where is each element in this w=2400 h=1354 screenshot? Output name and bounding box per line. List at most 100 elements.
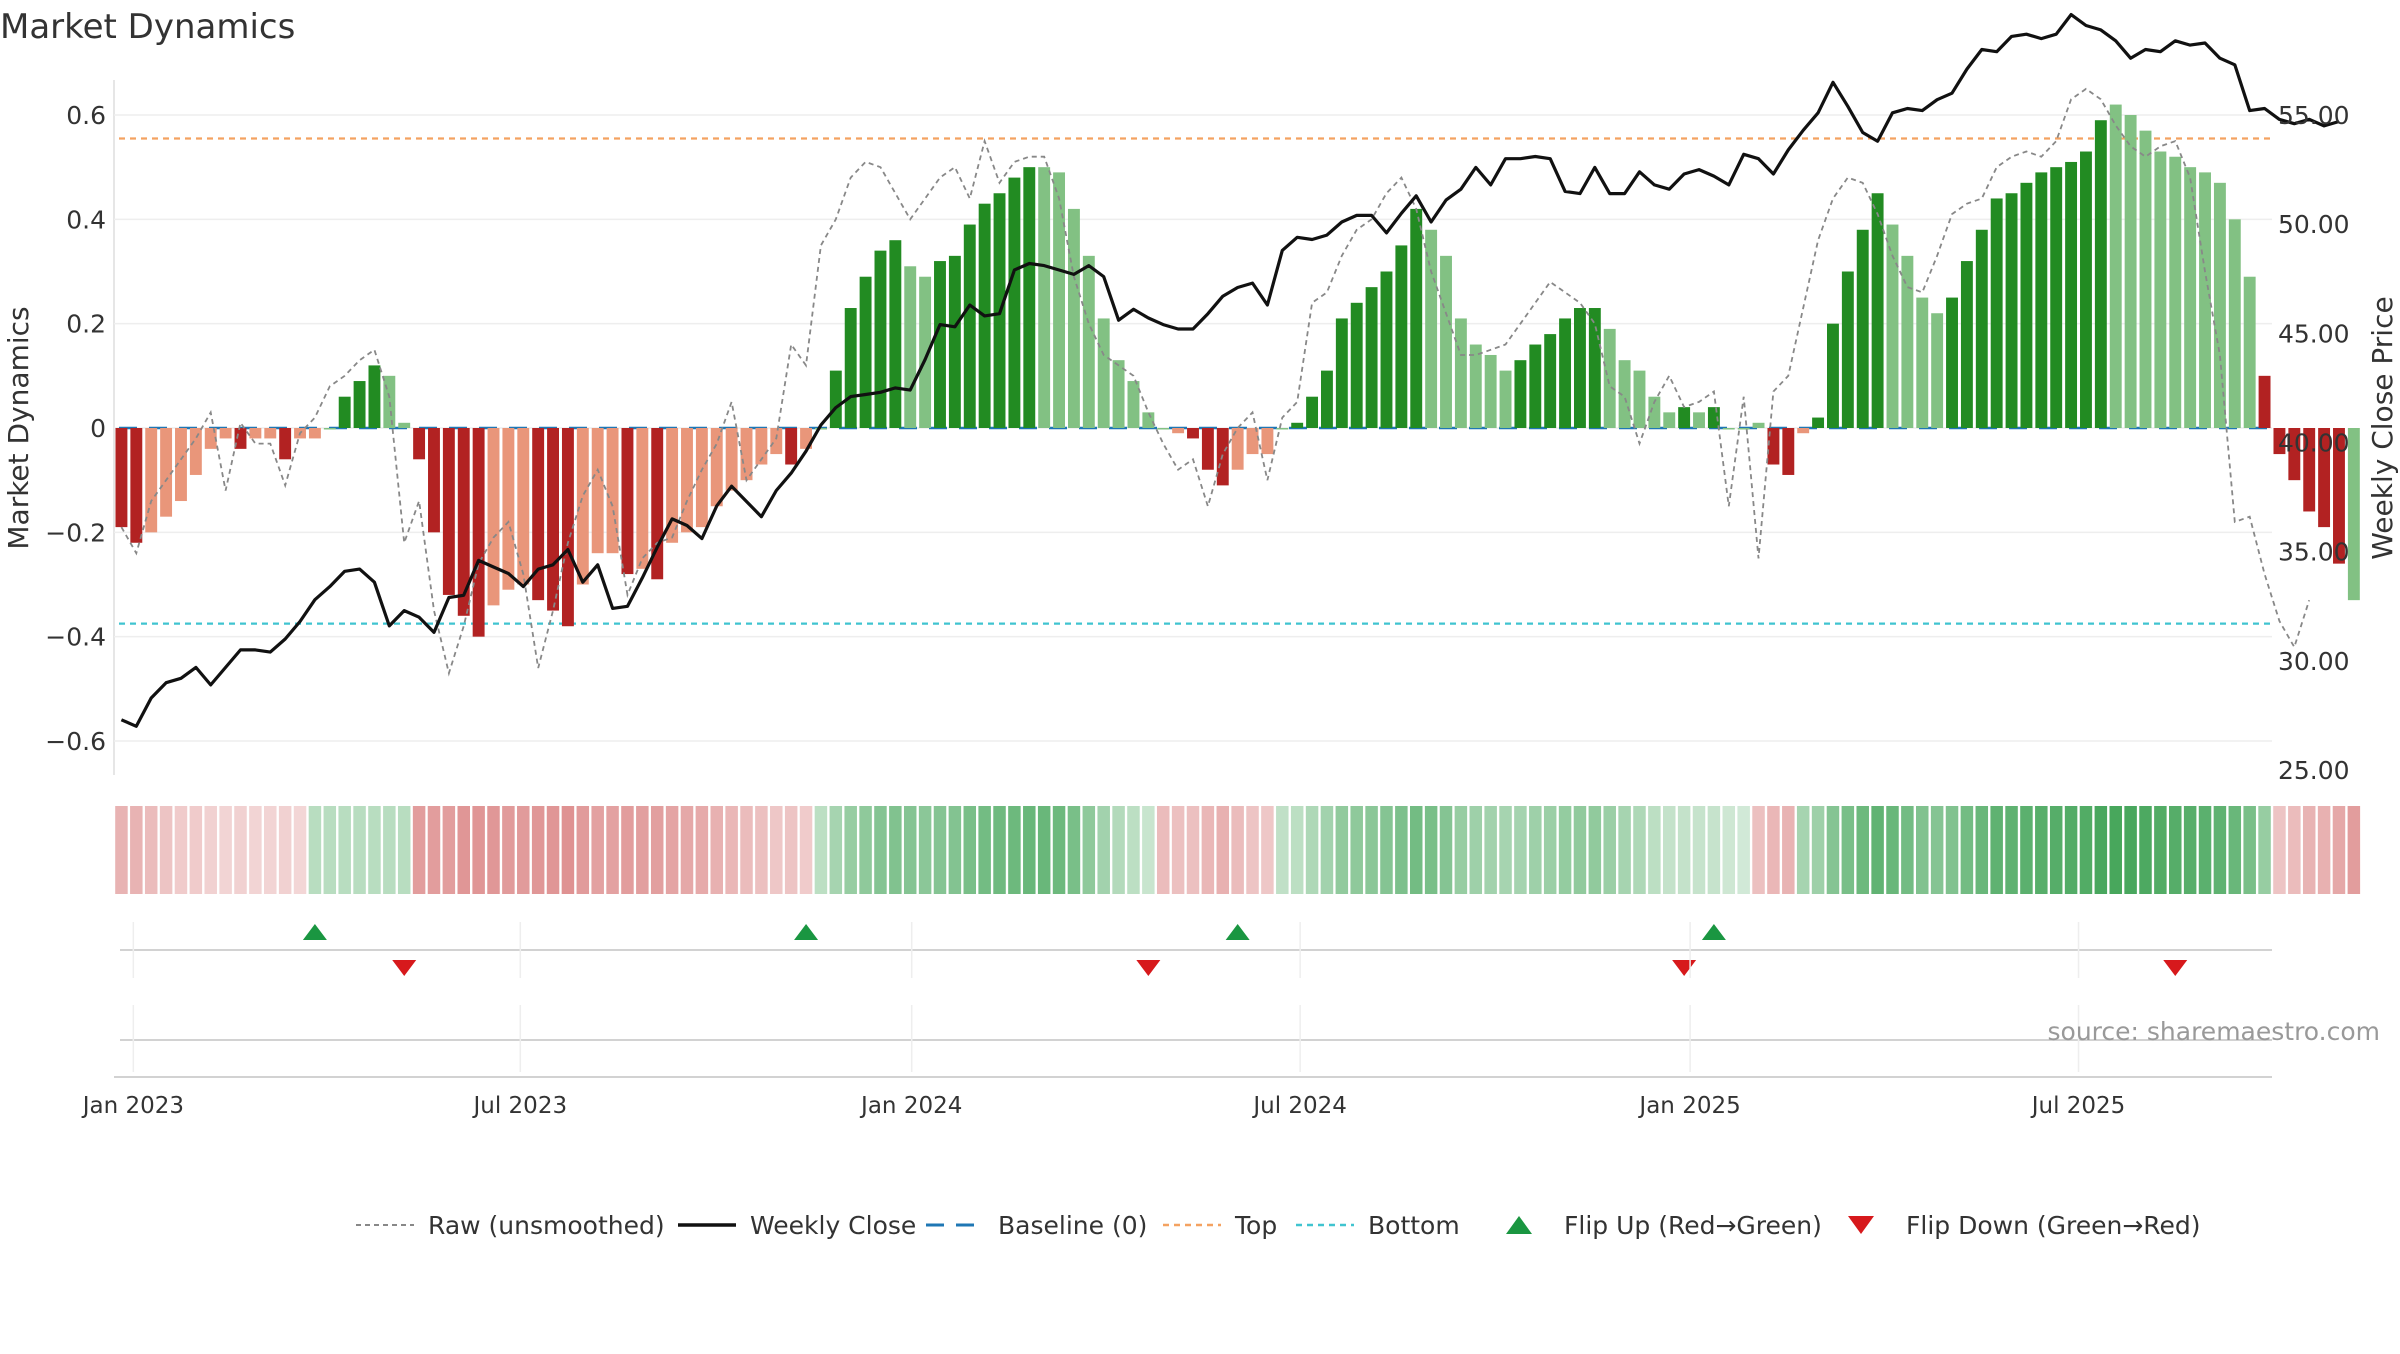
flip-up-marker: [1225, 924, 1250, 940]
state-cell: [1916, 806, 1929, 894]
dynamics-bar: [1454, 318, 1467, 428]
state-cell: [874, 806, 887, 894]
state-cell: [1067, 806, 1081, 894]
dynamics-bar: [2124, 115, 2137, 428]
dynamics-bar: [2005, 193, 2018, 428]
dynamics-bar: [1752, 422, 1765, 428]
state-cell: [457, 806, 470, 894]
dynamics-bar: [1544, 334, 1557, 428]
right-axis-ticks: 55.00 50.00 45.00 40.00 35.00 30.00 25.00: [2278, 101, 2350, 785]
state-cell: [2258, 806, 2271, 894]
state-cell: [2094, 806, 2108, 894]
state-cell: [1052, 806, 1066, 894]
dynamics-bar: [368, 365, 381, 428]
legend-label: Raw (unsmoothed): [428, 1211, 665, 1240]
x-tick-label: Jul 2025: [2030, 1093, 2126, 1119]
state-cell: [1097, 806, 1110, 894]
dynamics-bar: [800, 428, 813, 449]
dynamics-bar: [874, 250, 887, 428]
legend: Raw (unsmoothed) Weekly Close Baseline (0)…: [356, 1211, 2201, 1240]
state-cell: [174, 806, 188, 894]
state-cell: [130, 806, 143, 894]
dynamics-bar: [115, 428, 128, 528]
dynamics-bar: [561, 428, 574, 627]
state-cell: [1960, 806, 1974, 894]
dynamics-bar: [383, 375, 396, 428]
state-cell: [665, 806, 679, 894]
dynamics-bar: [1737, 428, 1750, 430]
state-cell: [1945, 806, 1959, 894]
weekly-close-line: [120, 13, 2340, 728]
source-label: source: sharemaestro.com: [2048, 1017, 2381, 1046]
state-cell: [1677, 806, 1691, 894]
state-cell: [502, 806, 515, 894]
state-cell: [1871, 806, 1884, 894]
dynamics-bar: [2288, 428, 2301, 481]
state-cell: [2198, 806, 2212, 894]
dynamics-bar: [2228, 219, 2241, 428]
state-cell: [1246, 806, 1259, 894]
dynamics-bar: [219, 428, 232, 439]
state-cell: [1335, 806, 1349, 894]
state-cell: [308, 806, 322, 894]
right-tick-label: 35.00: [2278, 538, 2350, 567]
state-cell: [219, 806, 232, 894]
state-cell: [948, 806, 962, 894]
left-tick-label: 0.6: [66, 101, 106, 130]
dynamics-bar: [919, 276, 932, 428]
state-cell: [115, 806, 128, 894]
left-tick-label: 0: [90, 414, 106, 443]
dynamics-bar: [2213, 182, 2226, 428]
state-cell: [889, 806, 902, 894]
flip-up-marker: [302, 924, 327, 940]
state-cell: [1484, 806, 1497, 894]
state-cell: [249, 806, 262, 894]
state-cell: [636, 806, 649, 894]
dynamics-bar: [1484, 354, 1497, 428]
state-cell: [338, 806, 351, 894]
dynamics-bar: [2154, 151, 2167, 428]
dynamics-bar: [1157, 428, 1170, 430]
flip-down-marker: [2163, 960, 2188, 976]
left-tick-label: −0.2: [45, 518, 106, 547]
state-cell: [2035, 806, 2048, 894]
state-cell: [234, 806, 247, 894]
dynamics-bars: [115, 104, 2360, 637]
state-cell: [2049, 806, 2063, 894]
dynamics-bar: [457, 428, 470, 616]
state-cell: [2079, 806, 2093, 894]
state-cell: [1737, 806, 1750, 894]
left-tick-label: −0.6: [45, 727, 106, 756]
dynamics-bar: [576, 428, 589, 585]
state-cell: [591, 806, 604, 894]
state-cell: [1633, 806, 1646, 894]
state-cell: [1276, 806, 1289, 894]
state-cell: [799, 806, 813, 894]
dynamics-bar: [1320, 370, 1333, 428]
dynamics-bar: [1038, 167, 1051, 428]
dynamics-bar: [2333, 428, 2345, 564]
state-cell: [576, 806, 590, 894]
state-cell: [1618, 806, 1631, 894]
state-cell: [472, 806, 485, 894]
state-cell: [1320, 806, 1334, 894]
state-cell: [859, 806, 872, 894]
state-cell: [1186, 806, 1200, 894]
state-cell: [740, 806, 753, 894]
state-cell: [1469, 806, 1483, 894]
dynamics-bar: [2169, 156, 2182, 428]
dynamics-bar: [2199, 172, 2211, 428]
dynamics-bar: [398, 422, 411, 428]
state-cell: [695, 806, 709, 894]
flip-up-marker: [1701, 924, 1726, 940]
dynamics-bar: [1246, 428, 1259, 455]
chart-title: Market Dynamics: [0, 7, 295, 47]
right-tick-label: 25.00: [2278, 756, 2350, 785]
dynamics-bar: [279, 428, 292, 460]
x-axis-ticks: Jan 2023 Jul 2023 Jan 2024 Jul 2024 Jan 2025…: [81, 1093, 2126, 1119]
state-cell: [1930, 806, 1944, 894]
dynamics-bar: [2347, 428, 2360, 601]
dynamics-bar: [1693, 412, 1705, 428]
dynamics-bar: [1276, 428, 1289, 430]
